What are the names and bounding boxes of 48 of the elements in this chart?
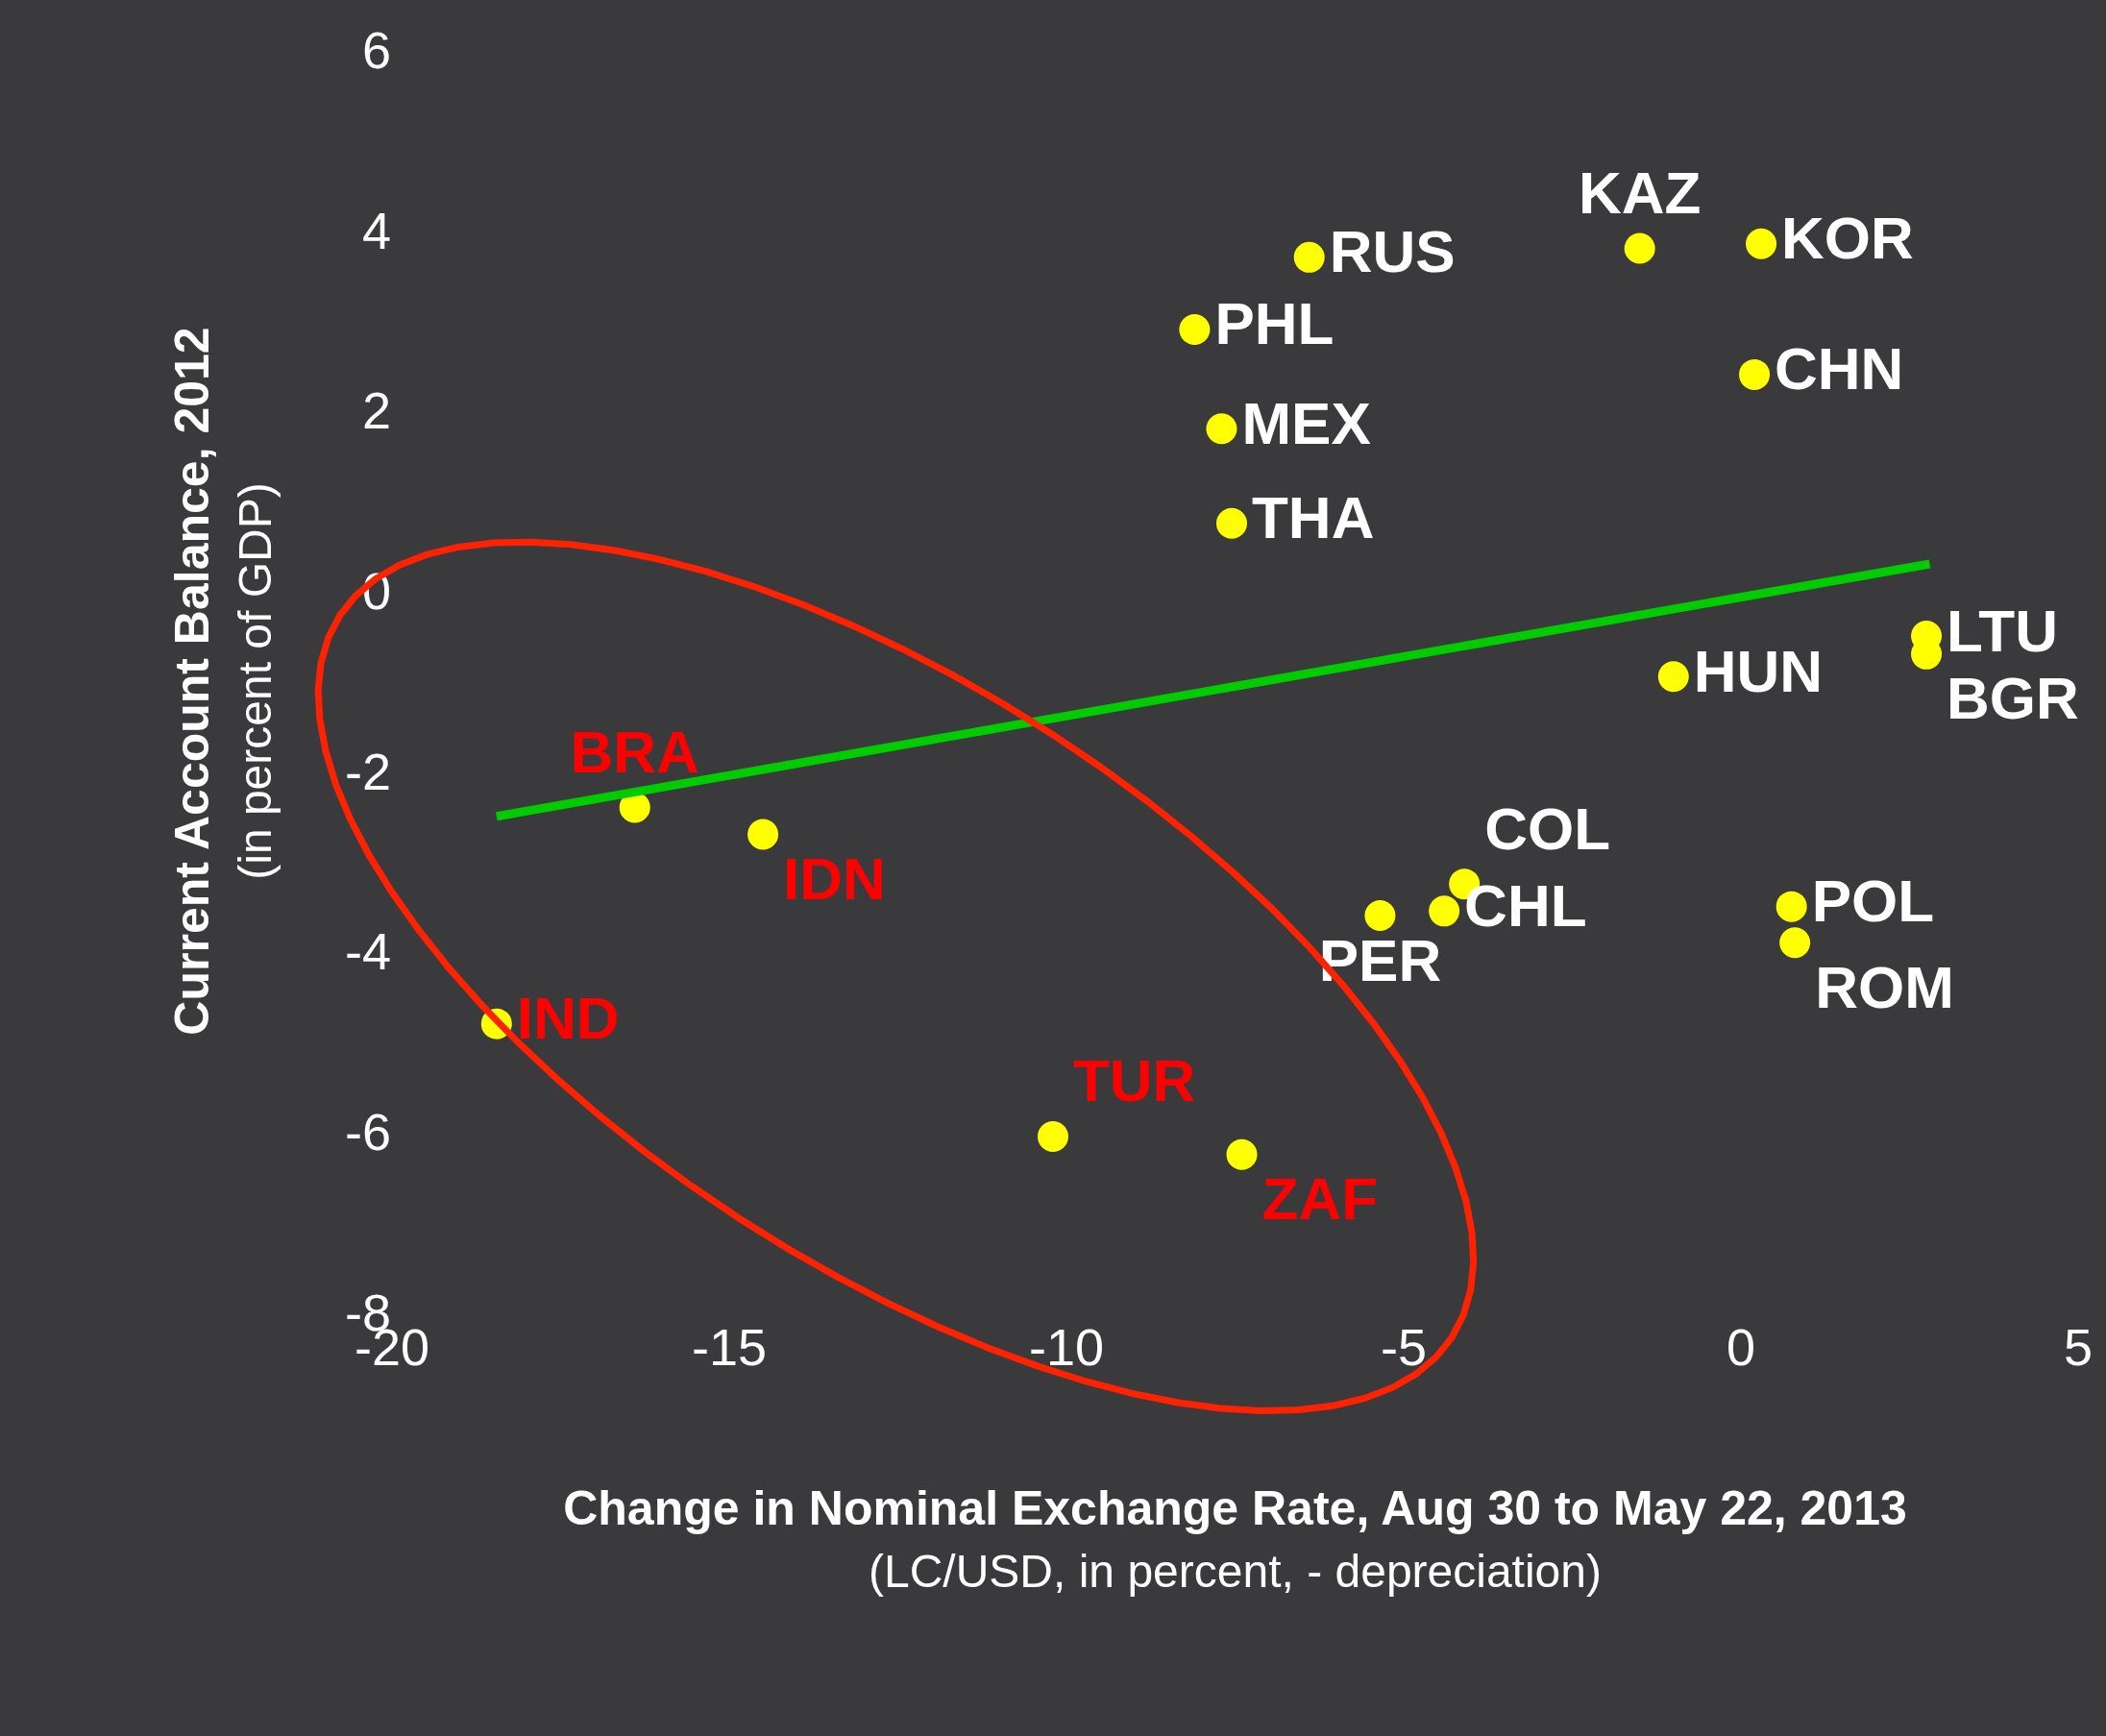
series-label: IND bbox=[516, 985, 620, 1052]
series-label: MEX bbox=[1241, 389, 1371, 456]
point bbox=[1037, 1120, 1068, 1152]
series-label: TUR bbox=[1072, 1047, 1196, 1114]
series-label: KOR bbox=[1781, 205, 1914, 272]
series-label: BGR bbox=[1947, 665, 2079, 732]
point bbox=[1364, 900, 1396, 932]
y-axis-title: Current Account Balance, 2012 (in percent of GDP) bbox=[164, 327, 281, 1036]
y-tick-label: -2 bbox=[344, 742, 391, 800]
point bbox=[1226, 1138, 1258, 1170]
point bbox=[1775, 891, 1807, 922]
series-label: PHL bbox=[1214, 290, 1335, 357]
point bbox=[1216, 507, 1247, 539]
series-label: ROM bbox=[1815, 953, 1954, 1020]
series-label: LTU bbox=[1947, 597, 2058, 664]
x-tick-label: -15 bbox=[691, 1318, 768, 1376]
x-tick-label: -5 bbox=[1380, 1318, 1428, 1376]
point bbox=[747, 819, 779, 850]
point bbox=[1746, 228, 1777, 259]
point bbox=[1624, 232, 1655, 264]
x-tick-label: 5 bbox=[2063, 1318, 2094, 1376]
point bbox=[1429, 895, 1460, 927]
x-tick-label: -10 bbox=[1028, 1318, 1105, 1376]
series-label: PER bbox=[1318, 926, 1442, 993]
series-label: POL bbox=[1811, 868, 1935, 935]
y-tick-label: 6 bbox=[361, 20, 391, 79]
series-label: ZAF bbox=[1261, 1165, 1379, 1233]
series-label: KAZ bbox=[1578, 159, 1702, 226]
x-tick-label: 0 bbox=[1726, 1318, 1756, 1376]
series-label: HUN bbox=[1693, 637, 1824, 704]
x-axis-title: Change in Nominal Exchange Rate, Aug 30 to May 22, 2013 (LC/USD, in percent, - depreciation) bbox=[563, 1480, 1907, 1597]
series-label: CHN bbox=[1775, 335, 1904, 403]
y-tick-label: 2 bbox=[361, 381, 391, 440]
point bbox=[1206, 413, 1237, 445]
series-label: CHL bbox=[1464, 871, 1587, 939]
point bbox=[1657, 661, 1689, 693]
series-label: BRA bbox=[570, 718, 699, 785]
point bbox=[1739, 358, 1771, 390]
series-label: THA bbox=[1251, 484, 1375, 551]
point bbox=[1779, 927, 1811, 959]
series-label: COL bbox=[1484, 795, 1611, 862]
y-tick-label: 4 bbox=[361, 201, 391, 259]
series-label: IDN bbox=[783, 845, 886, 913]
point bbox=[1293, 241, 1325, 273]
point bbox=[1179, 313, 1211, 345]
y-tick-label: -6 bbox=[344, 1103, 391, 1161]
series-label: RUS bbox=[1329, 218, 1456, 285]
y-tick-label: -4 bbox=[344, 922, 391, 981]
